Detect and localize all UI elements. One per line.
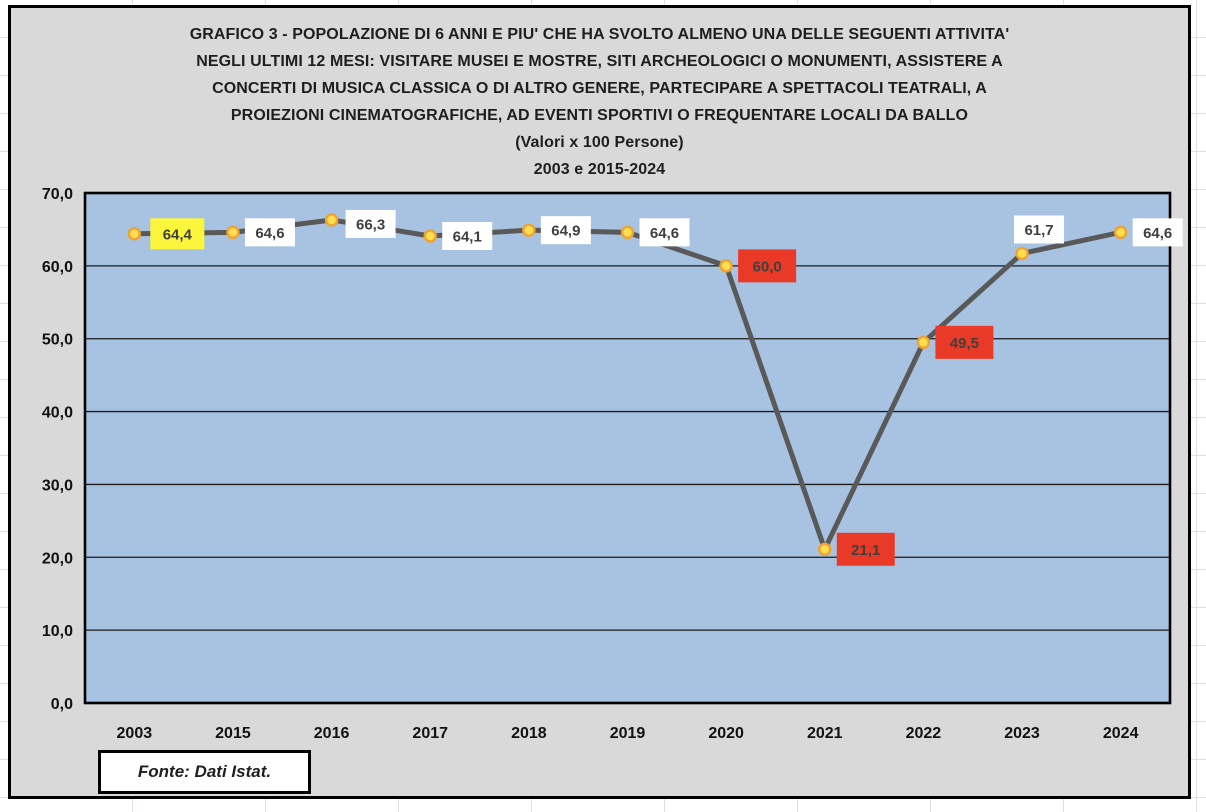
x-axis-label: 2003 — [117, 725, 153, 742]
data-label-text: 64,4 — [163, 226, 193, 243]
plot-area-bg — [85, 193, 1170, 703]
x-axis-label: 2022 — [906, 725, 942, 742]
data-label-box[interactable] — [935, 325, 994, 359]
x-axis-label: 2016 — [314, 725, 350, 742]
chart-title: GRAFICO 3 - POPOLAZIONE DI 6 ANNI E PIU'… — [11, 21, 1188, 183]
data-label-text: 64,6 — [255, 225, 284, 242]
x-axis-label: 2021 — [807, 725, 843, 742]
data-label-text: 66,3 — [356, 216, 385, 233]
y-tick-label: 20,0 — [42, 550, 73, 567]
data-label-text: 21,1 — [851, 542, 880, 559]
data-point-marker[interactable] — [324, 213, 339, 227]
y-tick-label: 40,0 — [42, 405, 73, 422]
data-label-text: 64,6 — [1143, 225, 1172, 242]
data-point-marker[interactable] — [1113, 225, 1128, 240]
data-label-box[interactable] — [738, 249, 797, 283]
chart-object[interactable]: GRAFICO 3 - POPOLAZIONE DI 6 ANNI E PIU'… — [8, 5, 1191, 799]
data-label-box[interactable] — [244, 218, 295, 247]
y-tick-label: 0,0 — [51, 696, 73, 713]
chart-title-line: CONCERTI DI MUSICA CLASSICA O DI ALTRO G… — [212, 80, 987, 97]
y-tick-label: 60,0 — [42, 259, 73, 276]
data-point-marker[interactable] — [620, 225, 635, 240]
data-label-text: 49,5 — [950, 335, 979, 352]
data-point-marker[interactable] — [916, 335, 931, 350]
data-label-text: 64,9 — [551, 223, 580, 240]
data-point-marker[interactable] — [522, 223, 536, 237]
data-label-box[interactable] — [442, 221, 493, 250]
data-point-marker[interactable] — [818, 542, 832, 556]
data-point-marker[interactable] — [127, 227, 142, 241]
y-tick-label: 50,0 — [42, 332, 73, 349]
data-label-box[interactable] — [540, 216, 591, 245]
data-label-text: 64,6 — [650, 225, 679, 242]
x-axis-label: 2024 — [1103, 725, 1139, 742]
y-tick-label: 30,0 — [42, 477, 73, 494]
data-label-box[interactable] — [1014, 215, 1065, 244]
data-label-box[interactable] — [1132, 218, 1183, 247]
data-point-marker[interactable] — [719, 259, 733, 273]
plot-area-border — [83, 191, 1172, 705]
data-label-text: 61,7 — [1024, 222, 1053, 239]
x-axis-label: 2019 — [610, 725, 646, 742]
data-label-text: 64,1 — [453, 228, 482, 245]
x-axis-label: 2018 — [511, 725, 547, 742]
x-axis-label: 2020 — [708, 725, 744, 742]
y-tick-label: 70,0 — [42, 186, 73, 203]
data-label-box[interactable] — [639, 218, 690, 247]
data-point-marker[interactable] — [423, 229, 437, 243]
data-label-box[interactable] — [836, 532, 895, 566]
chart-title-line: GRAFICO 3 - POPOLAZIONE DI 6 ANNI E PIU'… — [189, 26, 1010, 43]
chart-title-line: (Valori x 100 Persone) — [515, 134, 684, 151]
plot-canvas: 0,0 10,0 20,0 30,0 40,0 50,0 60,0 70,0 2003 2015 2… — [42, 186, 1183, 742]
chart-title-line: NEGLI ULTIMI 12 MESI: VISITARE MUSEI E M… — [196, 53, 1003, 70]
chart-title-line: 2003 e 2015-2024 — [533, 161, 666, 178]
x-axis-label: 2017 — [412, 725, 448, 742]
x-axis-label: 2015 — [215, 725, 251, 742]
data-label-box[interactable] — [345, 209, 396, 238]
data-label-text: 60,0 — [753, 258, 782, 275]
data-point-marker[interactable] — [1015, 246, 1029, 261]
y-tick-label: 10,0 — [42, 623, 73, 640]
data-point-marker[interactable] — [226, 225, 240, 240]
x-axis-label: 2023 — [1004, 725, 1040, 742]
source-note-text: Fonte: Dati Istat. — [137, 762, 272, 781]
source-note-box: Fonte: Dati Istat. — [98, 750, 311, 794]
chart-title-line: PROIEZIONI CINEMATOGRAFICHE, AD EVENTI S… — [230, 107, 969, 124]
data-label-box[interactable] — [150, 218, 205, 250]
